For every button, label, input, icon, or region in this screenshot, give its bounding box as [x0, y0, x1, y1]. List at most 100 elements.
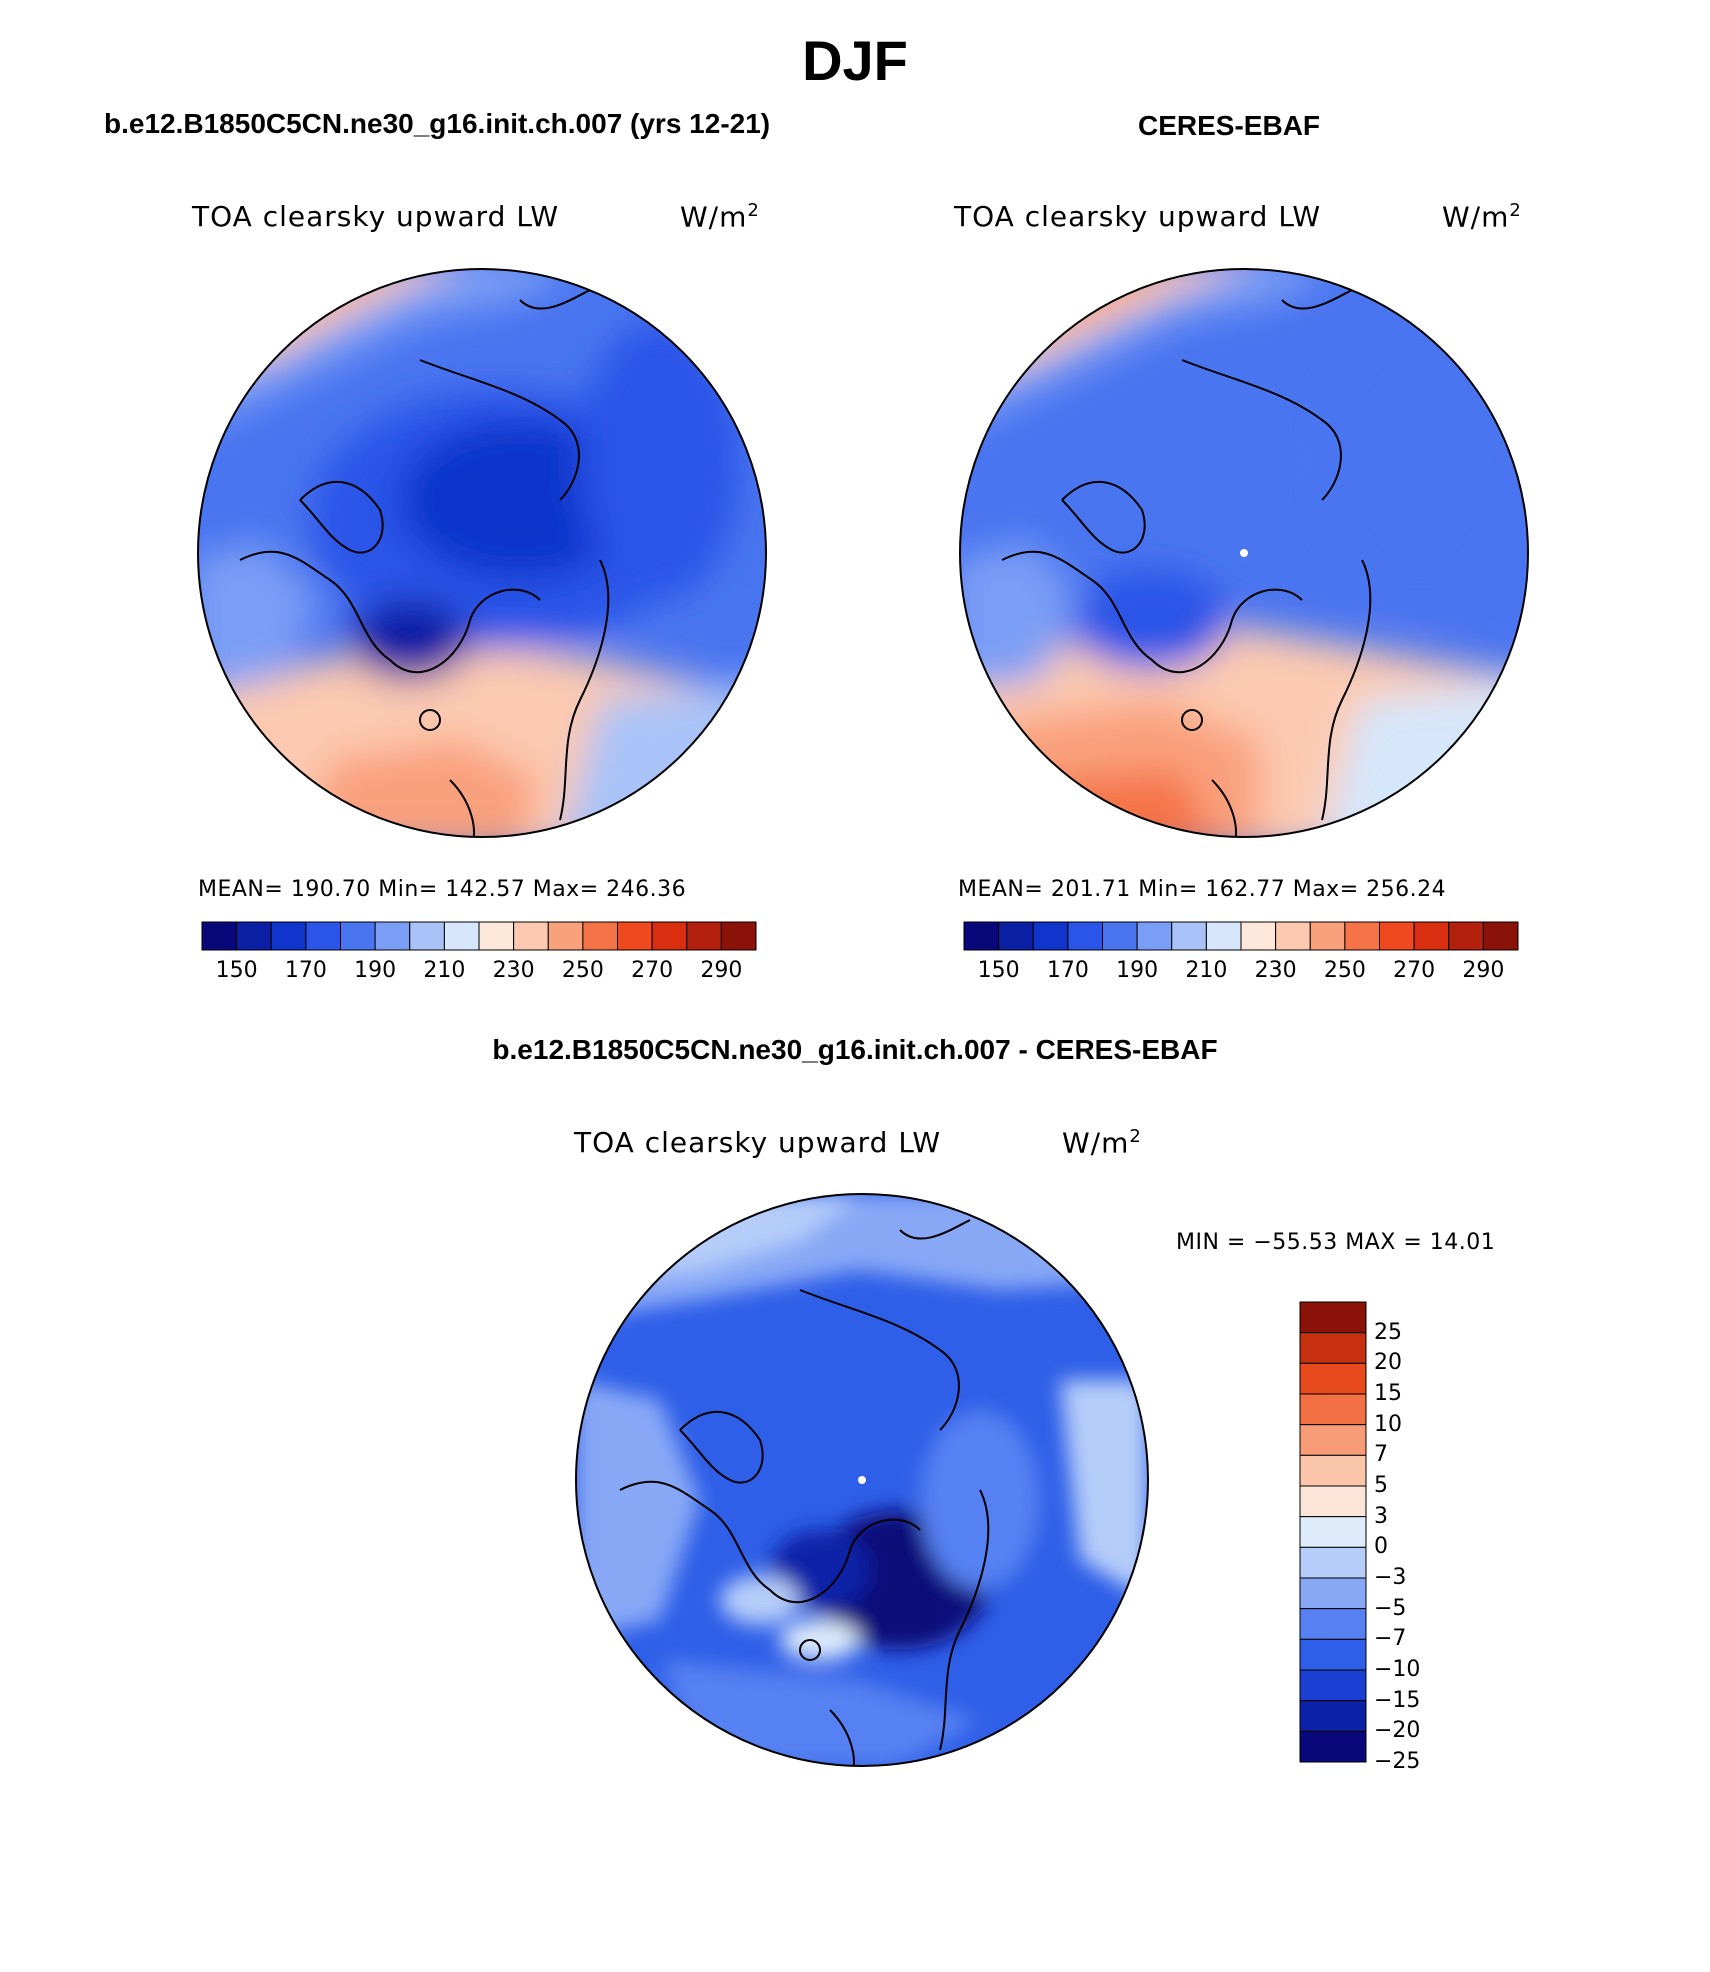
colorbar-tick-label: 210: [423, 958, 466, 983]
colorbar-swatch: [1299, 1546, 1367, 1579]
panel-1-title: b.e12.B1850C5CN.ne30_g16.init.ch.007 (yr…: [104, 108, 771, 139]
colorbar-swatch: [340, 921, 376, 951]
colorbar-swatch: [1413, 921, 1450, 951]
colorbar-tick-label: 250: [1323, 958, 1366, 983]
colorbar-swatch: [1448, 921, 1484, 951]
colorbar-tick-label: 5: [1374, 1473, 1388, 1498]
colorbar-tick-label: −7: [1374, 1626, 1407, 1652]
colorbar-swatch: [236, 921, 272, 951]
colorbar-swatch: [582, 921, 618, 951]
colorbar-swatch: [374, 921, 411, 951]
colorbar-swatch: [547, 921, 584, 951]
colorbar-swatch: [1299, 1332, 1367, 1364]
colorbar-tick-label: 230: [492, 958, 535, 983]
colorbar-swatch: [201, 921, 238, 951]
panel-3-stats: MIN = −55.53 MAX = 14.01: [1176, 1230, 1496, 1255]
colorbar-tick-label: 10: [1374, 1411, 1402, 1437]
colorbar-tick-label: 270: [1393, 958, 1436, 983]
colorbar-tick-label: −15: [1374, 1687, 1421, 1713]
colorbar-tick-label: −10: [1374, 1657, 1421, 1682]
colorbar-swatch: [513, 921, 549, 951]
colorbar-swatch: [1299, 1454, 1367, 1487]
colorbar-tick-label: −25: [1374, 1749, 1421, 1774]
colorbar-swatch: [1136, 921, 1173, 951]
colorbar-tick-label: 210: [1185, 958, 1228, 983]
colorbar-swatch: [998, 921, 1034, 951]
colorbar-swatch: [1299, 1638, 1367, 1671]
colorbar-swatch: [443, 921, 480, 951]
colorbar-swatch: [1240, 921, 1277, 951]
colorbar-swatch: [720, 921, 757, 951]
colorbar-swatch: [1299, 1730, 1367, 1763]
panel-1-stats: MEAN= 190.70 Min= 142.57 Max= 246.36: [198, 877, 687, 902]
colorbar-swatch: [1299, 1485, 1367, 1518]
colorbar-swatch: [1299, 1393, 1367, 1426]
colorbar-swatch: [478, 921, 515, 951]
panel-2-stats: MEAN= 201.71 Min= 162.77 Max= 256.24: [958, 877, 1447, 902]
colorbar-swatch: [1299, 1424, 1367, 1456]
colorbar-tick-label: −5: [1374, 1595, 1407, 1621]
colorbar-swatch: [1299, 1608, 1367, 1640]
colorbar-swatch: [1299, 1362, 1367, 1395]
colorbar-tick-label: −3: [1374, 1565, 1407, 1590]
colorbar-tick-label: 150: [215, 958, 258, 983]
colorbar-tick-label: 270: [631, 958, 674, 983]
colorbar-swatch: [1344, 921, 1380, 951]
panel-1-units: W/m2: [680, 200, 760, 234]
colorbar-tick-label: 15: [1374, 1381, 1402, 1406]
colorbar-tick-label: 190: [354, 958, 397, 983]
panel-2-variable-label: TOA clearsky upward LW: [954, 200, 1322, 233]
colorbar-tick-label: −20: [1374, 1718, 1421, 1744]
colorbar-tick-label: 290: [700, 958, 743, 983]
colorbar-swatch: [1299, 1669, 1367, 1702]
colorbar-swatch: [1309, 921, 1346, 951]
colorbar-tick-label: 3: [1374, 1503, 1388, 1529]
colorbar-swatch: [1032, 921, 1069, 951]
colorbar-tick-label: 20: [1374, 1350, 1402, 1376]
panel-2-colorbar: [963, 921, 1519, 951]
colorbar-swatch: [617, 921, 653, 951]
colorbar-tick-label: 170: [284, 958, 327, 983]
colorbar-tick-label: 0: [1374, 1534, 1388, 1560]
colorbar-swatch: [1067, 921, 1103, 951]
panel-3-colorbar: [1299, 1301, 1367, 1763]
colorbar-tick-label: 190: [1116, 958, 1159, 983]
panel-2-units: W/m2: [1442, 200, 1522, 234]
colorbar-swatch: [305, 921, 341, 951]
colorbar-swatch: [1299, 1516, 1367, 1548]
panel-3-map: [575, 1193, 1149, 1767]
colorbar-tick-label: 7: [1374, 1442, 1388, 1468]
colorbar-tick-label: 170: [1046, 958, 1089, 983]
panel-3-variable-label: TOA clearsky upward LW: [574, 1126, 942, 1159]
panel-1-variable-label: TOA clearsky upward LW: [192, 200, 560, 233]
colorbar-tick-label: 25: [1374, 1319, 1402, 1345]
panel-2-map: [959, 268, 1529, 838]
colorbar-swatch: [1102, 921, 1138, 951]
colorbar-tick-label: 250: [561, 958, 604, 983]
colorbar-swatch: [1482, 921, 1519, 951]
panel-1-colorbar: [201, 921, 757, 951]
colorbar-swatch: [1299, 1301, 1367, 1334]
colorbar-swatch: [1205, 921, 1242, 951]
colorbar-tick-label: 230: [1254, 958, 1297, 983]
colorbar-swatch: [1299, 1577, 1367, 1610]
panel-3-pole-marker: [858, 1476, 866, 1484]
colorbar-swatch: [686, 921, 722, 951]
panel-2-title: CERES-EBAF: [1138, 110, 1321, 141]
panel-3-units: W/m2: [1062, 1126, 1142, 1160]
main-title: DJF: [802, 29, 908, 92]
colorbar-swatch: [409, 921, 445, 951]
colorbar-swatch: [1379, 921, 1415, 951]
colorbar-swatch: [963, 921, 1000, 951]
panel-3-title: b.e12.B1850C5CN.ne30_g16.init.ch.007 - C…: [492, 1034, 1218, 1065]
colorbar-swatch: [651, 921, 688, 951]
colorbar-tick-label: 290: [1462, 958, 1505, 983]
colorbar-swatch: [270, 921, 307, 951]
colorbar-swatch: [1299, 1700, 1367, 1732]
panel-1-map: [197, 268, 767, 838]
colorbar-swatch: [1275, 921, 1311, 951]
colorbar-tick-label: 150: [977, 958, 1020, 983]
panel-2-pole-marker: [1240, 549, 1248, 557]
colorbar-swatch: [1171, 921, 1207, 951]
